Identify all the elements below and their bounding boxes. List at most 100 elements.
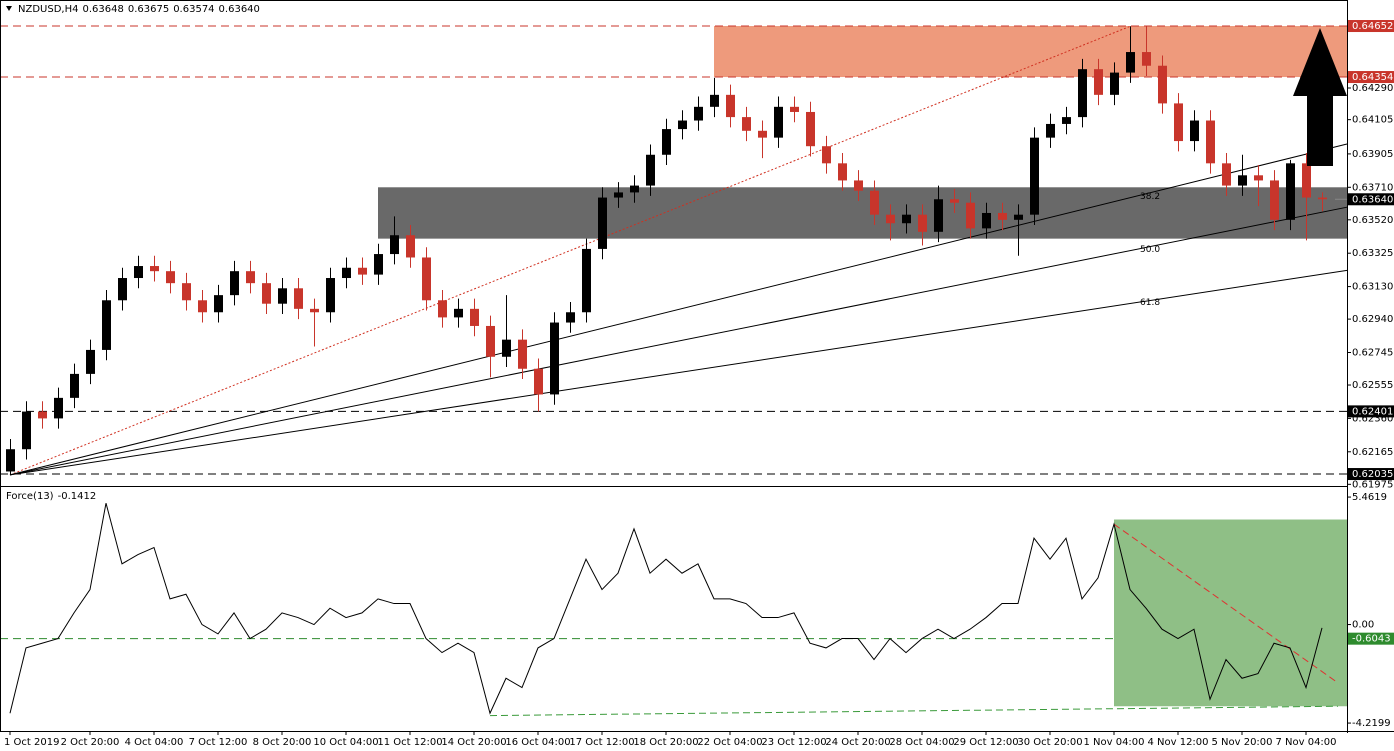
level-label: -0.6043 <box>1352 634 1391 645</box>
level-label: 0.62401 <box>1352 406 1393 417</box>
candle-body <box>518 339 527 369</box>
candle-body <box>374 254 383 275</box>
y-tick-label: 0.61975 <box>1352 479 1393 490</box>
candle-body <box>582 248 591 313</box>
x-tick-label: 4 Nov 12:00 <box>1147 737 1208 748</box>
candle-body <box>102 300 111 350</box>
back-layer: 38.2 50.0 61.8 <box>0 25 1348 640</box>
candle-body <box>758 130 767 138</box>
fan-line <box>9 269 1348 476</box>
candle-body <box>438 300 447 318</box>
candle-body <box>918 214 927 232</box>
candle-body <box>6 449 15 472</box>
candle-body <box>982 212 991 229</box>
candle-body <box>774 106 783 138</box>
fan-label: 50.0 <box>1140 245 1160 255</box>
candle-body <box>1286 163 1295 220</box>
x-tick-label: 17 Oct 12:00 <box>569 737 634 748</box>
y-tick-label: 0.62165 <box>1352 447 1393 458</box>
x-tick-label: 7 Oct 12:00 <box>189 737 248 748</box>
up-arrow <box>1293 28 1347 166</box>
y-tick-label: 0.64290 <box>1352 83 1393 94</box>
candle-body <box>1126 52 1135 73</box>
level-label-box <box>1348 405 1394 418</box>
level-label: 0.64652 <box>1352 21 1393 32</box>
x-tick-label: 5 Nov 20:00 <box>1211 737 1272 748</box>
candle-body <box>166 271 175 284</box>
y-tick-label: 0.63520 <box>1352 215 1393 226</box>
fan-line <box>9 143 1348 476</box>
level-label: 0.64354 <box>1352 72 1393 83</box>
candle-body <box>534 368 543 395</box>
candle-body <box>630 185 639 193</box>
x-tick-label: 8 Oct 20:00 <box>253 737 312 748</box>
y-tick-label: 0.00 <box>1352 620 1374 631</box>
level-label-box <box>1348 20 1394 33</box>
axes: 0.64652 0.64354 0.62401 0.62035 0.64290 0.641… <box>4 4 1394 748</box>
x-tick-label: 16 Oct 04:00 <box>505 737 570 748</box>
indicator-value: -0.1412 <box>58 491 97 502</box>
force-zone <box>1114 519 1347 707</box>
candle-body <box>550 322 559 395</box>
candle-body <box>294 288 303 309</box>
y-tick-label: 0.63710 <box>1352 182 1393 193</box>
x-tick-label: 18 Oct 20:00 <box>633 737 698 748</box>
candle-body <box>1238 175 1247 186</box>
candle-body <box>1190 120 1199 142</box>
x-tick-label: 22 Oct 04:00 <box>697 737 762 748</box>
level-label-box <box>1348 71 1394 84</box>
force-title: Force(13) -0.1412 <box>6 491 96 502</box>
candle-body <box>502 339 511 357</box>
zone <box>714 26 1347 78</box>
candle-body <box>486 325 495 357</box>
candle-body <box>598 197 607 249</box>
candle-body <box>822 146 831 164</box>
force-line <box>9 503 1323 715</box>
candle-body <box>86 349 95 374</box>
candle-body <box>694 106 703 121</box>
candle-body <box>54 397 63 419</box>
candle-body <box>998 212 1007 220</box>
candle-body <box>902 214 911 224</box>
candle-body <box>1030 137 1039 215</box>
current-price-box <box>1348 193 1394 206</box>
trend-line <box>489 705 1339 717</box>
candle-body <box>662 129 671 155</box>
candle-body <box>950 199 959 203</box>
candle-body <box>710 94 719 107</box>
candle-body <box>1302 163 1311 198</box>
candle-body <box>390 235 399 255</box>
candle-body <box>454 308 463 318</box>
x-tick-label: 29 Oct 12:00 <box>953 737 1018 748</box>
quote-value: 0.63574 <box>173 4 214 15</box>
candle-body <box>358 267 367 275</box>
fan-guide <box>9 25 1131 476</box>
candle-body <box>726 94 735 118</box>
symbol: NZDUSD,H4 <box>18 4 78 15</box>
x-tick-label: 11 Oct 12:00 <box>377 737 442 748</box>
chart-title: NZDUSD,H4 0.63648 0.63675 0.63574 0.63640 <box>18 4 260 15</box>
level-label-box <box>1348 468 1394 481</box>
current-price-label: 0.63640 <box>1352 194 1393 205</box>
candle-body <box>934 199 943 232</box>
candle-body <box>1222 163 1231 186</box>
fan-line <box>9 206 1348 476</box>
candle-body <box>118 278 127 301</box>
candle-body <box>134 266 143 279</box>
y-tick-label: 0.62940 <box>1352 314 1393 325</box>
level-label-box <box>1348 632 1394 645</box>
y-tick-label: 0.62555 <box>1352 380 1393 391</box>
candle-body <box>1014 214 1023 220</box>
candle-body <box>1254 175 1263 181</box>
x-tick-label: 1 Oct 2019 <box>4 737 59 748</box>
quote-value: 0.63675 <box>128 4 169 15</box>
candle-body <box>838 163 847 181</box>
candle-body <box>646 154 655 186</box>
candle-body <box>246 271 255 284</box>
candle-body <box>150 266 159 272</box>
candle-body <box>230 271 239 296</box>
candle-body <box>678 120 687 130</box>
candle-body <box>854 180 863 191</box>
title-marker <box>6 6 12 11</box>
